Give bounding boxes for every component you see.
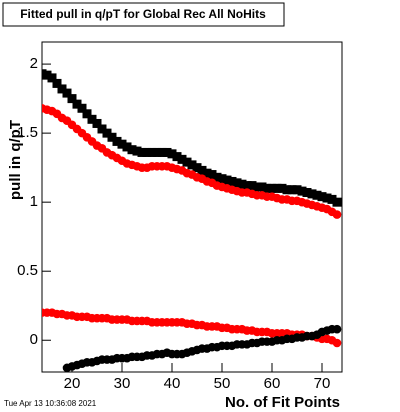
- point: [242, 181, 252, 191]
- y-tick-label: 1: [30, 193, 38, 210]
- point: [117, 139, 127, 149]
- point: [147, 147, 157, 157]
- point: [237, 179, 247, 189]
- point: [77, 103, 87, 113]
- point: [87, 114, 97, 124]
- point: [127, 145, 137, 155]
- point: [267, 183, 277, 193]
- point: [282, 185, 292, 195]
- y-tick-label: 1.5: [17, 124, 38, 141]
- point: [47, 73, 57, 83]
- y-axis-label: pull in q/pT: [7, 120, 24, 200]
- point: [107, 132, 117, 142]
- x-axis-label: No. of Fit Points: [225, 394, 340, 411]
- plot-area: [42, 69, 342, 372]
- point: [292, 185, 302, 195]
- point: [162, 147, 172, 157]
- point: [132, 146, 142, 156]
- point: [152, 147, 162, 157]
- x-tick-label: 40: [164, 375, 181, 392]
- point: [82, 109, 92, 119]
- point: [202, 168, 212, 178]
- point: [62, 88, 72, 98]
- title-box: [2, 2, 285, 27]
- point: [167, 149, 177, 159]
- timestamp: Tue Apr 13 10:36:08 2021: [4, 399, 97, 408]
- point: [57, 84, 67, 94]
- point: [302, 188, 312, 198]
- chart-title: Fitted pull in q/pT for Global Rec All N…: [20, 7, 266, 21]
- x-tick-label: 20: [64, 375, 81, 392]
- point: [312, 190, 322, 200]
- point: [52, 78, 62, 88]
- point: [157, 147, 167, 157]
- point: [42, 70, 52, 80]
- point: [277, 183, 287, 193]
- y-tick-label: 2: [30, 55, 38, 72]
- plot-frame: [41, 41, 343, 373]
- point: [332, 338, 342, 348]
- point: [207, 170, 217, 180]
- point: [172, 152, 182, 162]
- point: [287, 185, 297, 195]
- point: [92, 118, 102, 128]
- point: [182, 157, 192, 167]
- x-tick-label: 60: [264, 375, 281, 392]
- point: [112, 136, 122, 146]
- point: [72, 99, 82, 109]
- point: [307, 189, 317, 199]
- point: [197, 165, 207, 175]
- point: [332, 324, 342, 334]
- point: [122, 142, 132, 152]
- point: [97, 124, 107, 134]
- point: [322, 193, 332, 203]
- point: [137, 147, 147, 157]
- point: [222, 175, 232, 185]
- point: [327, 194, 337, 204]
- point: [227, 176, 237, 186]
- point: [212, 172, 222, 182]
- point: [317, 192, 327, 202]
- point: [102, 128, 112, 138]
- point: [262, 183, 272, 193]
- y-tick-label: 0.5: [17, 262, 38, 279]
- point: [272, 183, 282, 193]
- point: [332, 197, 342, 207]
- point: [187, 160, 197, 170]
- point: [67, 94, 77, 104]
- x-tick-label: 70: [314, 375, 331, 392]
- point: [247, 181, 257, 191]
- point: [192, 163, 202, 173]
- x-tick-label: 30: [114, 375, 131, 392]
- point: [252, 182, 262, 192]
- point: [257, 182, 267, 192]
- x-tick-label: 50: [214, 375, 231, 392]
- y-tick-label: 0: [30, 331, 38, 348]
- point: [217, 174, 227, 184]
- point: [142, 147, 152, 157]
- point: [297, 186, 307, 196]
- point: [332, 210, 342, 219]
- point: [232, 178, 242, 188]
- point: [177, 154, 187, 164]
